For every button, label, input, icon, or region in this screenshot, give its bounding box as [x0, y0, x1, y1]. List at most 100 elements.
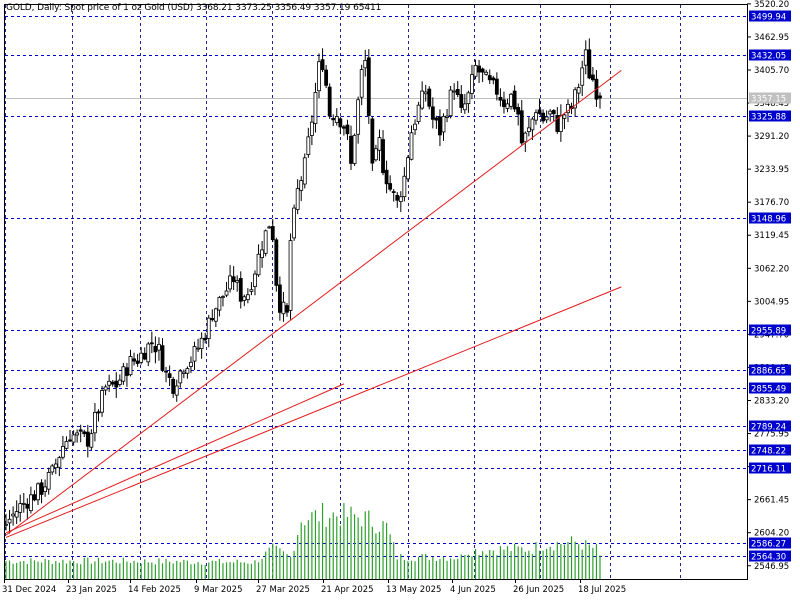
price-tick-label: 3291.20	[754, 132, 789, 142]
candle-body	[302, 157, 307, 185]
candle-body	[420, 90, 425, 109]
candle-body	[349, 135, 353, 164]
candle-body	[107, 380, 112, 386]
candle-body	[505, 103, 510, 109]
candle-body	[359, 69, 364, 98]
candle-body	[370, 118, 375, 164]
candle-body	[61, 445, 65, 458]
candle-body	[377, 137, 382, 151]
candle-body	[68, 439, 72, 442]
price-tick-label: 3462.95	[754, 33, 789, 43]
candle-body	[121, 366, 126, 382]
price-axis: 3520.20 3462.95 3405.70 3348.45 3291.20 3233.…	[747, 0, 789, 572]
level-label: 3499.94	[751, 13, 786, 23]
candle-body	[356, 99, 361, 135]
level-labels: 3499.94 3432.05 3325.88 3148.96 2955.89 2886.…	[749, 10, 791, 563]
candle-body	[342, 126, 346, 129]
trend-line[interactable]	[5, 69, 622, 536]
symbol-description: Spot price of 1 oz Gold (USD)	[64, 3, 194, 13]
ohlc-values: 3368.21 3373.25 3356.49 3357.19	[195, 3, 351, 13]
candle-body	[544, 116, 549, 121]
candle-body	[28, 494, 33, 512]
price-tick-label: 2833.20	[754, 396, 789, 406]
candle-body	[82, 431, 87, 435]
candle-body	[171, 378, 176, 394]
candle-body	[224, 290, 229, 296]
level-label: 2748.22	[751, 447, 786, 457]
candle-body	[253, 273, 257, 287]
candle-body	[125, 367, 129, 376]
candle-body	[395, 194, 400, 201]
candle-body	[587, 49, 592, 79]
candle-body	[164, 370, 168, 373]
candle-body	[438, 116, 442, 136]
level-label: 2586.27	[751, 540, 786, 550]
candle-body	[221, 296, 225, 298]
candle-body	[519, 110, 524, 144]
time-tick-label: 27 Mar 2025	[256, 585, 310, 595]
candle-body	[103, 386, 108, 391]
candle-body	[288, 240, 293, 311]
time-tick-label: 26 Jun 2025	[513, 585, 564, 595]
trend-lines[interactable]	[5, 69, 622, 538]
candle-body	[491, 77, 496, 81]
candle-body	[398, 196, 403, 202]
candle-body	[132, 358, 136, 362]
candle-body	[427, 88, 432, 107]
candle-body	[384, 169, 389, 185]
candle-body	[324, 69, 329, 86]
candle-body	[32, 494, 37, 501]
candle-body	[566, 103, 570, 114]
candle-body	[555, 115, 560, 132]
candle-body	[526, 127, 531, 132]
candle-body	[189, 361, 193, 367]
price-tick-label: 2604.20	[754, 529, 789, 539]
candle-body	[374, 148, 378, 161]
level-label-box	[749, 462, 791, 474]
price-tick-label: 2661.45	[754, 496, 789, 506]
trend-line[interactable]	[5, 383, 345, 534]
candle-body	[196, 347, 200, 350]
candle-body	[157, 343, 161, 351]
candle-body	[213, 308, 218, 322]
price-tick-label: 3004.95	[754, 297, 789, 307]
candle-body	[36, 483, 40, 501]
candle-body	[406, 157, 410, 180]
candle-body	[167, 373, 172, 378]
candle-body	[299, 180, 304, 191]
candle-body	[502, 99, 506, 108]
candle-body	[85, 431, 90, 447]
candle-body	[409, 132, 414, 160]
candle-body	[516, 107, 521, 115]
candle-body	[320, 59, 325, 71]
candle-body	[43, 486, 48, 492]
candle-body	[352, 134, 357, 164]
candle-body	[558, 114, 563, 132]
time-tick-label: 23 Jan 2025	[66, 585, 117, 595]
candle-body	[448, 89, 453, 117]
level-label-box	[749, 550, 791, 562]
candle-body	[416, 104, 421, 122]
trend-line[interactable]	[5, 286, 622, 538]
level-label: 2855.49	[751, 385, 786, 395]
candle-body	[206, 317, 211, 339]
candle-body	[295, 188, 300, 210]
level-label: 3325.88	[751, 113, 786, 123]
candle-body	[334, 116, 339, 123]
candle-body	[270, 226, 275, 241]
candle-body	[345, 124, 350, 135]
candle-body	[434, 117, 439, 121]
candle-body	[477, 65, 481, 73]
candle-body	[242, 296, 247, 301]
level-label-box	[749, 537, 791, 549]
candle-body	[413, 123, 417, 131]
candle-body	[146, 343, 151, 363]
candle-body	[21, 502, 26, 505]
candle-body	[71, 434, 76, 443]
candle-body	[548, 110, 553, 115]
candle-body	[445, 115, 449, 118]
candle-body	[541, 112, 545, 122]
candle-body	[100, 390, 104, 413]
candle-body	[281, 301, 286, 315]
